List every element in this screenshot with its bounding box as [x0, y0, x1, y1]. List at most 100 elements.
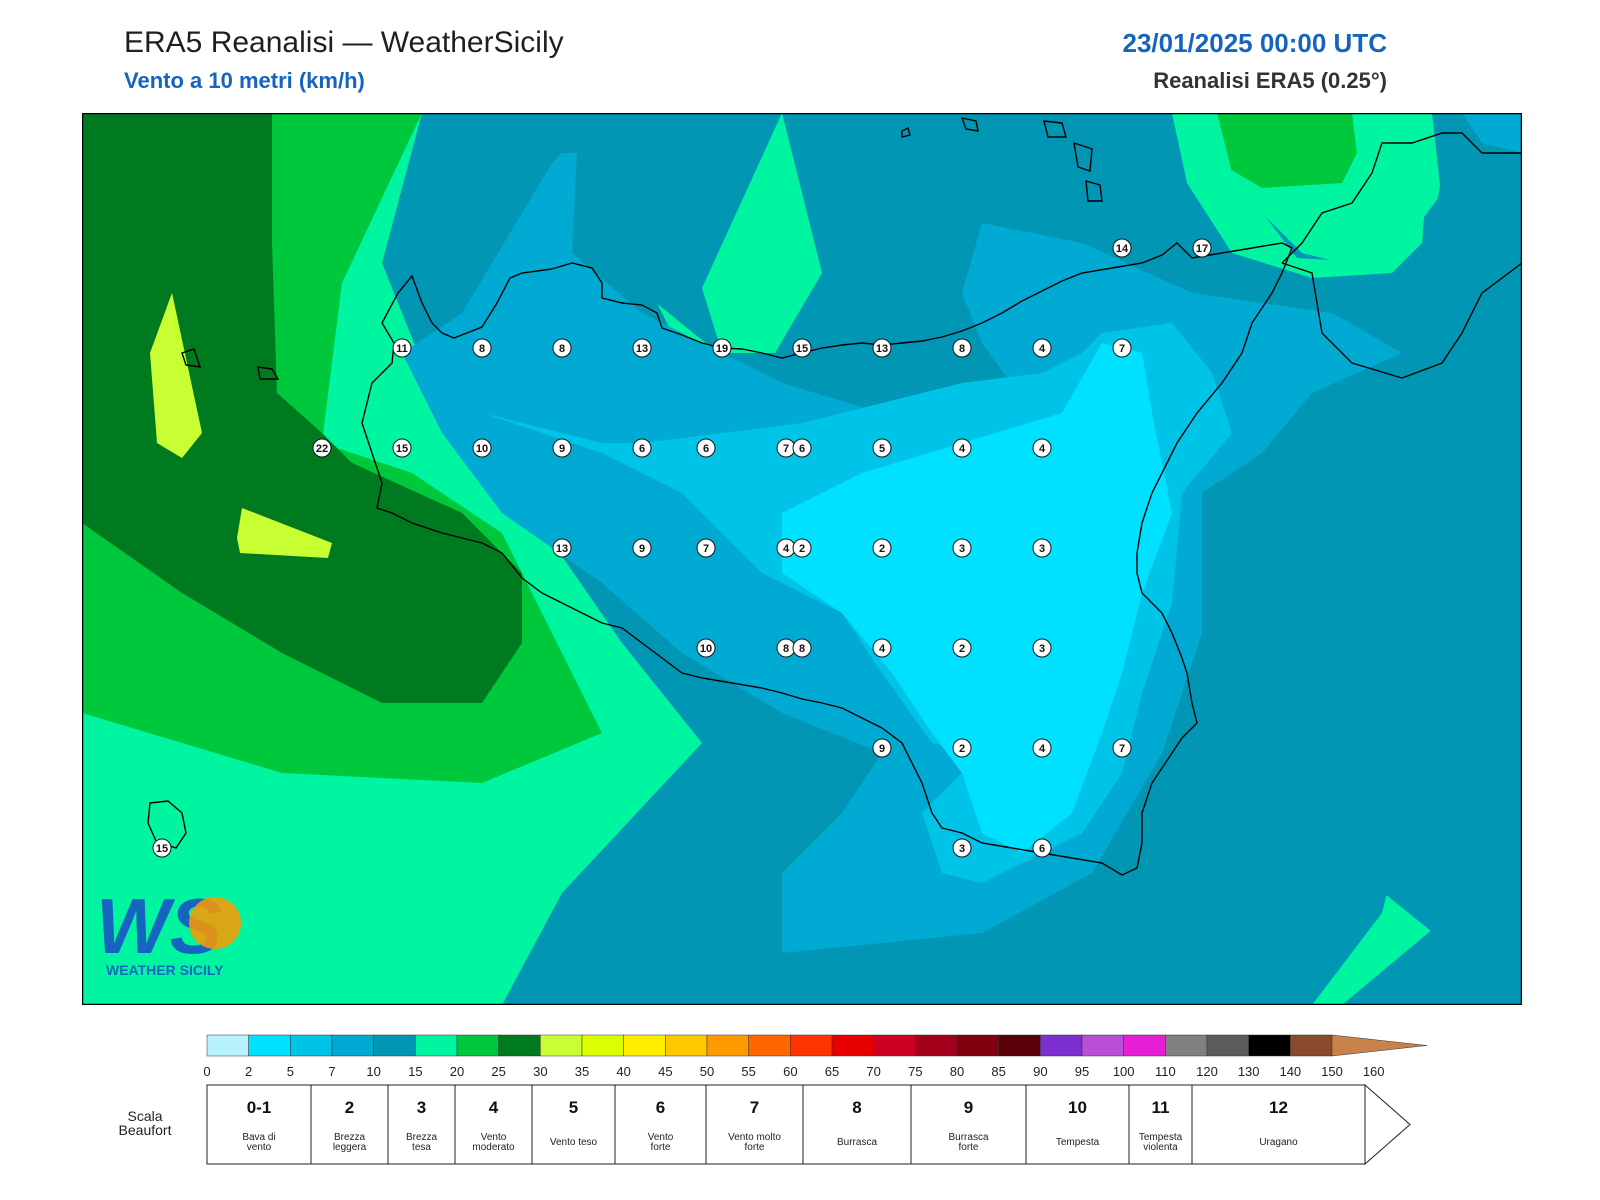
wind-value-text: 8	[559, 343, 565, 355]
wind-value-text: 19	[716, 343, 728, 355]
colorbar-segment	[498, 1034, 541, 1057]
colorbar-segment	[1206, 1034, 1249, 1057]
colorbar-tick-label: 80	[950, 1064, 964, 1079]
wind-value-marker: 4	[776, 538, 796, 558]
wind-value-text: 9	[559, 443, 565, 455]
colorbar-segment	[998, 1034, 1041, 1057]
beaufort-cell-box	[387, 1084, 456, 1165]
aeolian-islands	[901, 117, 1103, 202]
wind-value-marker: 13	[632, 338, 652, 358]
wind-value-text: 13	[876, 343, 888, 355]
beaufort-description: Vento molto	[728, 1132, 781, 1143]
beaufort-number: 9	[964, 1098, 973, 1117]
wind-value-text: 6	[639, 443, 645, 455]
wind-value-marker: 9	[552, 438, 572, 458]
wind-value-text: 7	[703, 543, 709, 555]
colorbar-tick-label: 120	[1196, 1064, 1218, 1079]
contour-dark-green	[82, 113, 522, 703]
wind-value-marker: 8	[776, 638, 796, 658]
colorbar-segment	[540, 1034, 583, 1057]
wind-value-circle	[792, 338, 812, 358]
wind-value-text: 3	[959, 843, 965, 855]
contour-yellow-green-2	[237, 508, 332, 558]
colorbar-tick-label: 55	[741, 1064, 755, 1079]
wind-value-text: 4	[879, 643, 886, 655]
contour-yellow-green-1	[150, 293, 202, 458]
wind-value-marker: 3	[952, 838, 972, 858]
colorbar-segment	[1290, 1034, 1333, 1057]
colorbar-segment	[248, 1034, 291, 1057]
colorbar-tick-label: 20	[450, 1064, 464, 1079]
wind-value-marker: 4	[952, 438, 972, 458]
weathersicily-logo: WS WEATHER SICILY	[96, 882, 241, 978]
beaufort-label-line2: Beaufort	[119, 1122, 172, 1138]
wind-value-marker: 13	[872, 338, 892, 358]
wind-value-circle	[392, 338, 412, 358]
wind-value-marker: 2	[792, 538, 812, 558]
beaufort-cell-box	[1025, 1084, 1130, 1165]
beaufort-description: Brezza	[406, 1132, 438, 1143]
wind-value-circle	[152, 838, 172, 858]
wind-value-circle	[872, 438, 892, 458]
beaufort-cell-box	[705, 1084, 804, 1165]
wind-value-circle	[552, 538, 572, 558]
colorbar-tick-label: 65	[825, 1064, 839, 1079]
wind-value-marker: 6	[1032, 838, 1052, 858]
colorbar-tick-label: 25	[491, 1064, 505, 1079]
wind-value-marker: 4	[872, 638, 892, 658]
wind-value-circle	[552, 338, 572, 358]
sicily-coast	[361, 242, 1293, 876]
beaufort-description: forte	[650, 1142, 670, 1153]
beaufort-number: 8	[852, 1098, 861, 1117]
wind-value-text: 3	[959, 543, 965, 555]
wind-value-text: 6	[1039, 843, 1045, 855]
beaufort-number: 5	[569, 1098, 578, 1117]
beaufort-description: forte	[958, 1142, 978, 1153]
wind-value-marker: 8	[952, 338, 972, 358]
wind-value-circle	[792, 538, 812, 558]
wind-value-circle	[872, 638, 892, 658]
beaufort-cell: 5 Vento teso	[531, 1084, 616, 1165]
wind-value-marker: 3	[1032, 638, 1052, 658]
colorbar-tick-label: 140	[1279, 1064, 1301, 1079]
beaufort-arrow	[1364, 1083, 1411, 1166]
wind-value-marker: 10	[472, 438, 492, 458]
map-title: ERA5 Reanalisi — WeatherSicily	[124, 26, 564, 59]
wind-value-text: 8	[783, 643, 789, 655]
beaufort-description: tesa	[412, 1142, 431, 1153]
wind-value-marker: 13	[552, 538, 572, 558]
wind-value-marker: 14	[1112, 238, 1132, 258]
colorbar-tick-label: 95	[1075, 1064, 1089, 1079]
beaufort-cell: 12 Uragano	[1191, 1084, 1366, 1165]
beaufort-description: leggera	[333, 1142, 367, 1153]
wind-value-circle	[632, 438, 652, 458]
beaufort-description: Vento teso	[550, 1137, 598, 1148]
wind-value-marker: 3	[1032, 538, 1052, 558]
wind-value-text: 3	[1039, 543, 1045, 555]
wind-value-marker: 11	[392, 338, 412, 358]
wind-value-marker: 9	[872, 738, 892, 758]
wind-value-marker: 7	[1112, 738, 1132, 758]
beaufort-number: 11	[1152, 1098, 1170, 1117]
wind-value-circle	[712, 338, 732, 358]
beaufort-cell-box	[910, 1084, 1027, 1165]
egadi-islands	[181, 348, 280, 380]
wind-value-text: 10	[476, 443, 488, 455]
wind-value-circle	[952, 438, 972, 458]
wind-value-text: 2	[959, 743, 965, 755]
wind-value-text: 2	[799, 543, 805, 555]
coastline	[147, 117, 1522, 876]
wind-value-marker: 15	[152, 838, 172, 858]
map-datetime: 23/01/2025 00:00 UTC	[1122, 28, 1387, 58]
colorbar-tick-label: 45	[658, 1064, 672, 1079]
wind-value-marker: 3	[952, 538, 972, 558]
beaufort-number: 12	[1269, 1098, 1288, 1117]
wind-value-circle	[392, 438, 412, 458]
wind-value-circle	[472, 338, 492, 358]
wind-value-text: 6	[799, 443, 805, 455]
wind-value-circle	[952, 538, 972, 558]
wind-value-marker: 2	[872, 538, 892, 558]
